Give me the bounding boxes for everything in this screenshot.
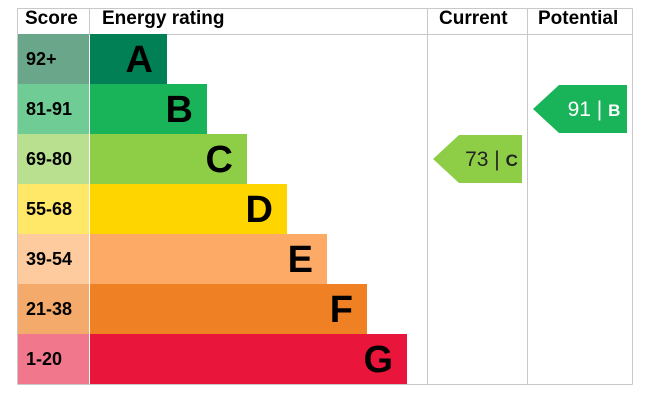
score-cell-f <box>18 284 89 334</box>
band-letter-e: E <box>288 239 313 281</box>
rating-arrows: 73 | C 91 | B <box>433 85 627 183</box>
score-label-g: 1-20 <box>26 349 62 369</box>
band-bar-a <box>90 34 167 84</box>
current-rating-label: 73 | C <box>465 148 518 171</box>
band-bar-d <box>90 184 287 234</box>
potential-arrow <box>533 85 627 133</box>
score-label-e: 39-54 <box>26 249 72 269</box>
header-current: Current <box>439 8 508 29</box>
band-letter-f: F <box>330 289 353 331</box>
score-cell-d <box>18 184 89 234</box>
band-letter-c: C <box>206 139 233 181</box>
band-bar-e <box>90 234 327 284</box>
current-value: 73 | <box>465 148 505 171</box>
score-label-d: 55-68 <box>26 199 72 219</box>
score-cell-b <box>18 84 89 134</box>
score-cell-g <box>18 334 89 384</box>
rating-bands: 92+ A 81-91 B 69-80 C 55-68 D 39-54 E 21-38 F 1-20 G <box>18 34 407 384</box>
potential-value: 91 | <box>568 98 608 121</box>
score-label-f: 21-38 <box>26 299 72 319</box>
band-letter-d: D <box>246 189 273 231</box>
band-bar-f <box>90 284 367 334</box>
score-label-a: 92+ <box>26 49 57 69</box>
score-cell-c <box>18 134 89 184</box>
potential-rating-label: 91 | B <box>568 98 621 121</box>
header-energy-rating: Energy rating <box>102 8 224 29</box>
score-cell-a <box>18 34 89 84</box>
score-label-c: 69-80 <box>26 149 72 169</box>
band-letter-b: B <box>166 89 193 131</box>
score-label-b: 81-91 <box>26 99 72 119</box>
band-bar-b <box>90 84 207 134</box>
table-headers: Score Energy rating Current Potential <box>25 8 618 29</box>
header-score: Score <box>25 8 78 29</box>
score-cell-e <box>18 234 89 284</box>
band-bar-g <box>90 334 407 384</box>
band-bar-c <box>90 134 247 184</box>
current-letter: C <box>506 151 518 170</box>
header-potential: Potential <box>538 8 618 29</box>
potential-letter: B <box>608 101 620 120</box>
current-arrow <box>433 135 522 183</box>
band-letter-a: A <box>126 39 153 81</box>
band-letter-g: G <box>363 339 393 381</box>
